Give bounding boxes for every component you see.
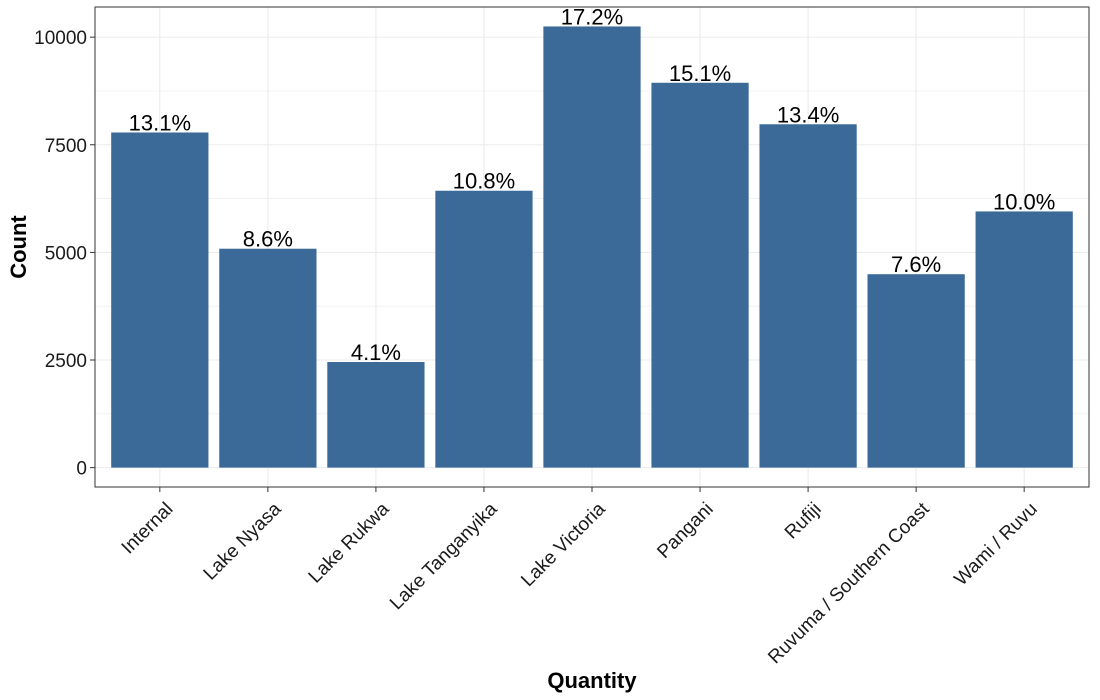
bar [111, 132, 209, 468]
y-axis: 0 2500 5000 7500 10000 [34, 28, 95, 480]
x-tick-label: Pangani [653, 499, 717, 563]
x-tick-label: Lake Rukwa [305, 498, 394, 587]
x-tick-label: Wami / Ruvu [951, 499, 1042, 590]
y-tick-label: 2500 [45, 351, 87, 372]
bar [759, 124, 857, 468]
y-tick-label: 7500 [45, 136, 87, 157]
bar-value-label: 4.1% [351, 340, 401, 365]
bar-value-label: 13.1% [129, 110, 191, 135]
x-axis-title: Quantity [547, 668, 637, 693]
bar [975, 211, 1073, 468]
y-tick-label: 5000 [45, 243, 87, 264]
x-tick-label: Lake Victoria [517, 498, 610, 591]
bar [543, 26, 641, 468]
bar [219, 248, 317, 468]
bar-value-label: 10.0% [993, 189, 1055, 214]
bar-value-label: 13.4% [777, 102, 839, 127]
panel-border [94, 6, 1090, 488]
y-tick-label: 0 [76, 459, 87, 480]
bar [867, 274, 965, 468]
x-tick-label: Lake Tanganyika [386, 498, 502, 614]
x-tick-label: Lake Nyasa [200, 498, 286, 584]
x-tick-label: Rufiji [781, 499, 826, 544]
bar-value-label: 17.2% [561, 4, 623, 29]
bar-value-label: 8.6% [243, 227, 293, 252]
bar-labels: 13.1% 8.6% 4.1% 10.8% 17.2% 15.1% 13.4% 7.6% 10.… [129, 4, 1056, 365]
bar-value-label: 10.8% [453, 169, 515, 194]
y-tick-label: 10000 [34, 28, 87, 49]
x-tick-label: Internal [118, 499, 178, 559]
bar-value-label: 7.6% [891, 252, 941, 277]
y-axis-title: Count [6, 215, 31, 279]
bar [435, 190, 533, 468]
bar [651, 82, 749, 468]
bar [327, 361, 425, 468]
bars [111, 26, 1073, 468]
bar-value-label: 15.1% [669, 61, 731, 86]
